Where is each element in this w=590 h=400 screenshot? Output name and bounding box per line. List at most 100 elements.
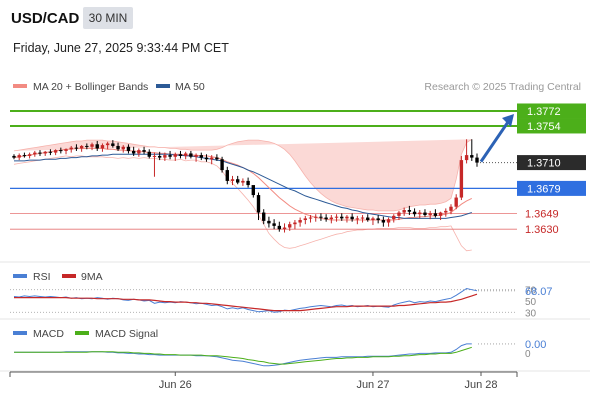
- candle-body: [470, 155, 474, 158]
- key-levels: [10, 109, 517, 230]
- level-labels: 1.3772 1.3754 1.3710 1.3679 1.3649 1.3630: [517, 103, 586, 236]
- candle-body: [308, 217, 313, 219]
- candle-body: [116, 145, 120, 150]
- ma50-legend-swatch: [156, 84, 170, 88]
- resistance-label-box: [517, 103, 586, 119]
- candle-body: [423, 212, 427, 216]
- candle-body: [230, 179, 235, 181]
- macd-legend-label: MACD: [33, 328, 64, 340]
- candle-body: [386, 219, 391, 223]
- candle-body: [288, 224, 292, 228]
- current-price-label: 1.3710: [527, 158, 561, 170]
- candle-body: [12, 155, 16, 158]
- candle-body: [137, 150, 141, 154]
- candle-body: [459, 160, 464, 198]
- candle-body: [262, 212, 266, 221]
- macd-signal-legend-swatch: [75, 331, 89, 335]
- candle-body: [256, 195, 261, 213]
- forecast-arrow-head: [502, 113, 514, 127]
- candle-body: [95, 144, 99, 149]
- bollinger-upper-line: [13, 138, 473, 212]
- candle-body: [272, 223, 276, 226]
- macd-legend-swatch: [13, 331, 27, 335]
- candle-body: [355, 218, 360, 220]
- ma50-legend-label: MA 50: [175, 81, 205, 93]
- candle-body: [43, 151, 47, 154]
- macd-signal-line: [14, 346, 472, 365]
- candle-body: [428, 213, 432, 216]
- candle-body: [194, 155, 198, 157]
- candle-body: [360, 217, 365, 219]
- rsi-ref-label: 70: [525, 286, 537, 297]
- candle-body: [64, 149, 68, 151]
- candle-body: [246, 180, 250, 186]
- timeframe-button[interactable]: 30 MIN: [83, 7, 133, 29]
- candle-body: [220, 159, 224, 171]
- candle-body: [90, 144, 94, 147]
- resistance-label: 1.3772: [527, 106, 561, 118]
- forecast-arrow: [479, 113, 514, 163]
- rsi-legend: RSI 9MA: [13, 271, 103, 283]
- moving-averages: [13, 147, 473, 221]
- rsi-value-label: 68.07: [525, 286, 553, 298]
- candle-body: [381, 220, 386, 223]
- candle-body: [79, 145, 84, 149]
- candle-body: [69, 147, 73, 150]
- candle-body: [74, 147, 79, 149]
- candle-body: [209, 157, 214, 160]
- price-legend: MA 20 + Bollinger Bands MA 50 Research ©…: [13, 81, 581, 93]
- candle-body: [183, 153, 188, 156]
- candle-body: [444, 210, 448, 213]
- rsi-ref-label: 50: [525, 297, 537, 308]
- resistance-label-box: [517, 118, 586, 134]
- candle-body: [152, 155, 157, 157]
- candle-body: [376, 218, 380, 221]
- candle-body: [340, 216, 344, 219]
- candle-body: [204, 157, 209, 160]
- candle-body: [319, 216, 323, 218]
- candle-body: [449, 206, 453, 211]
- candle-body: [215, 157, 219, 160]
- ma50-line: [14, 153, 472, 219]
- candle-body: [178, 154, 183, 156]
- bollinger-band: [13, 138, 473, 252]
- research-credit: Research © 2025 Trading Central: [424, 81, 581, 93]
- candle-body: [121, 146, 125, 150]
- candle-body: [392, 215, 396, 220]
- candle-body: [251, 185, 255, 196]
- candle-body: [85, 145, 89, 147]
- candle-body: [298, 220, 302, 223]
- forecast-arrow-shaft: [479, 121, 510, 163]
- current-price-label-box: [517, 155, 586, 171]
- candle-body: [111, 143, 115, 146]
- candle-body: [293, 222, 297, 225]
- candle-body: [366, 217, 370, 221]
- candle-body: [464, 155, 469, 161]
- x-axis-tick-label: Jun 26: [159, 379, 192, 391]
- candle-body: [199, 155, 203, 158]
- candle-body: [241, 180, 245, 183]
- resistance-label: 1.3754: [527, 121, 561, 133]
- macd-pane: 0.000: [14, 339, 546, 367]
- candle-body: [189, 153, 193, 157]
- bollinger-lower-line: [13, 155, 472, 252]
- candle-body: [33, 152, 37, 155]
- rsi-line: [13, 287, 478, 313]
- macd-line: [14, 343, 472, 367]
- x-axis: Jun 26 Jun 27 Jun 28: [9, 371, 518, 391]
- symbol-title: USD/CAD: [11, 10, 80, 27]
- macd-zero-label: 0: [525, 349, 531, 360]
- rsi-ma-legend-swatch: [62, 274, 76, 278]
- candle-body: [371, 218, 375, 221]
- candle-body: [142, 150, 146, 152]
- candle-body: [397, 212, 401, 216]
- candle-body: [17, 155, 21, 158]
- candle-body: [157, 155, 162, 158]
- macd-signal-legend-label: MACD Signal: [95, 328, 158, 340]
- candle-body: [282, 227, 287, 230]
- support-label: 1.3679: [527, 183, 561, 195]
- candle-body: [438, 212, 443, 216]
- candle-body: [22, 155, 27, 157]
